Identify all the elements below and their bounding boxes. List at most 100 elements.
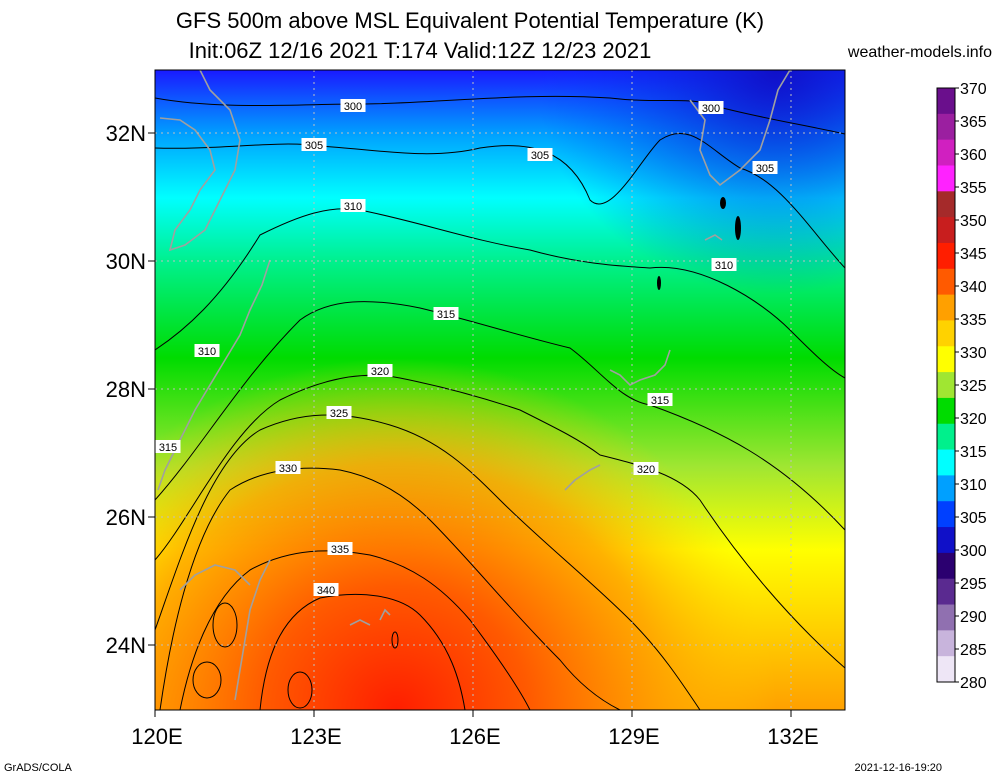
- contour-label-bg: [527, 148, 553, 161]
- contour-325: [155, 414, 701, 710]
- colorbar-label: 315: [960, 444, 987, 461]
- contour-label: 300: [344, 101, 362, 113]
- coast-east-china: [159, 70, 241, 252]
- contour-label: 310: [198, 346, 216, 358]
- coast-okinawa: [564, 464, 601, 491]
- colorbar-label: 295: [960, 576, 987, 593]
- contour-label: 305: [305, 140, 323, 152]
- contour-label-bg: [633, 462, 659, 475]
- contour-label: 305: [756, 163, 774, 175]
- colorbar-label: 360: [960, 147, 987, 164]
- colorbar-swatch: [937, 346, 955, 373]
- colorbar-label: 325: [960, 378, 987, 395]
- colorbar-swatch: [937, 242, 955, 270]
- colorbar-label: 290: [960, 609, 987, 626]
- colorbar-swatch: [937, 656, 955, 683]
- colorbar-swatch: [937, 397, 955, 425]
- lon-label-129e: 129E: [608, 724, 659, 749]
- colorbar-swatch: [937, 268, 955, 296]
- contour-small-4: [391, 631, 399, 649]
- lat-label-24n: 24N: [106, 633, 146, 658]
- contour-label-bg: [194, 344, 220, 357]
- lat-label-26n: 26N: [106, 505, 146, 530]
- footer-timestamp: 2021-12-16-19:20: [854, 762, 942, 774]
- contour-label: 310: [344, 201, 362, 213]
- colorbar-label: 280: [960, 675, 987, 692]
- contour-small-3: [287, 671, 313, 709]
- map-panel: 300 300 305 305 305 310 310 310 315 315 315 320 320 3…: [155, 70, 845, 710]
- lon-label-120e: 120E: [131, 724, 182, 749]
- lat-label-30n: 30N: [106, 249, 146, 274]
- contour-label: 300: [702, 103, 720, 115]
- colorbar-swatch: [937, 578, 955, 606]
- coast-taiwan-north: [179, 564, 251, 591]
- map-title: GFS 500m above MSL Equivalent Potential …: [175, 8, 765, 33]
- contour-label: 315: [651, 395, 669, 407]
- colorbar-swatch: [937, 552, 955, 580]
- colorbar-swatch: [937, 320, 955, 347]
- lat-tick-marks: [148, 132, 155, 646]
- lon-labels: 120E 123E 126E 129E 132E: [131, 724, 818, 749]
- site-label: weather-models.info: [847, 44, 992, 61]
- contour-315: [155, 301, 845, 531]
- coast-amami: [609, 349, 671, 386]
- contour-label: 340: [317, 585, 335, 597]
- contour-310: [155, 208, 845, 379]
- lon-label-123e: 123E: [290, 724, 341, 749]
- coast-ishigaki: [379, 608, 391, 621]
- colorbar-label: 320: [960, 411, 987, 428]
- contour-label-bg: [327, 542, 353, 555]
- contour-label-bg: [367, 364, 393, 377]
- colorbar-label: 305: [960, 510, 987, 527]
- colorbar: 370 365 360 355 350 345 340 335 330 325 320 315 310 3…: [936, 81, 987, 692]
- coast-taiwan-east: [234, 559, 271, 701]
- colorbar-swatch: [937, 191, 955, 218]
- colorbar-label: 300: [960, 543, 987, 560]
- colorbar-label: 285: [960, 642, 987, 659]
- graticule: [155, 70, 845, 710]
- contour-330: [159, 467, 621, 710]
- colorbar-label: 340: [960, 279, 987, 296]
- colorbar-swatch: [937, 113, 955, 141]
- colorbar-label: 335: [960, 312, 987, 329]
- contour-label: 320: [371, 366, 389, 378]
- lat-labels: 32N 30N 28N 26N 24N: [106, 121, 146, 658]
- contour-label: 330: [279, 463, 297, 475]
- contour-label-bg: [340, 99, 366, 112]
- lon-label-132e: 132E: [767, 724, 818, 749]
- colorbar-swatch: [937, 604, 955, 631]
- contour-label: 315: [437, 309, 455, 321]
- contour-label: 335: [331, 544, 349, 556]
- colorbar-label: 350: [960, 213, 987, 230]
- colorbar-swatch: [937, 630, 955, 657]
- contour-label-bg: [711, 258, 737, 271]
- contour-label-bg: [752, 161, 778, 174]
- island-marker-2: [657, 276, 661, 290]
- contour-label: 325: [330, 408, 348, 420]
- coastlines: [157, 70, 791, 701]
- contour-small-1: [212, 602, 238, 648]
- contour-label-bg: [313, 583, 339, 596]
- colorbar-swatch: [937, 217, 955, 244]
- colorbar-swatch: [937, 449, 955, 476]
- contour-label: 320: [637, 464, 655, 476]
- map-subtitle: Init:06Z 12/16 2021 T:174 Valid:12Z 12/2…: [188, 38, 652, 63]
- small-features: [657, 197, 741, 290]
- contour-label-bg: [340, 199, 366, 212]
- island-marker-3: [720, 197, 726, 209]
- colorbar-swatch: [937, 139, 955, 166]
- contour-label-bg: [301, 138, 327, 151]
- colorbar-label: 345: [960, 246, 987, 263]
- contour-300: [155, 95, 845, 135]
- colorbar-label: 310: [960, 477, 987, 494]
- contour-small-2: [192, 661, 222, 699]
- colorbar-swatch: [937, 527, 955, 554]
- lon-label-126e: 126E: [449, 724, 500, 749]
- coast-tanegashima: [704, 234, 723, 241]
- colorbar-swatch: [937, 88, 955, 115]
- lat-label-32n: 32N: [106, 121, 146, 146]
- coast-kyushu: [689, 70, 791, 187]
- colorbar-swatch: [937, 372, 955, 399]
- contour-label: 305: [531, 150, 549, 162]
